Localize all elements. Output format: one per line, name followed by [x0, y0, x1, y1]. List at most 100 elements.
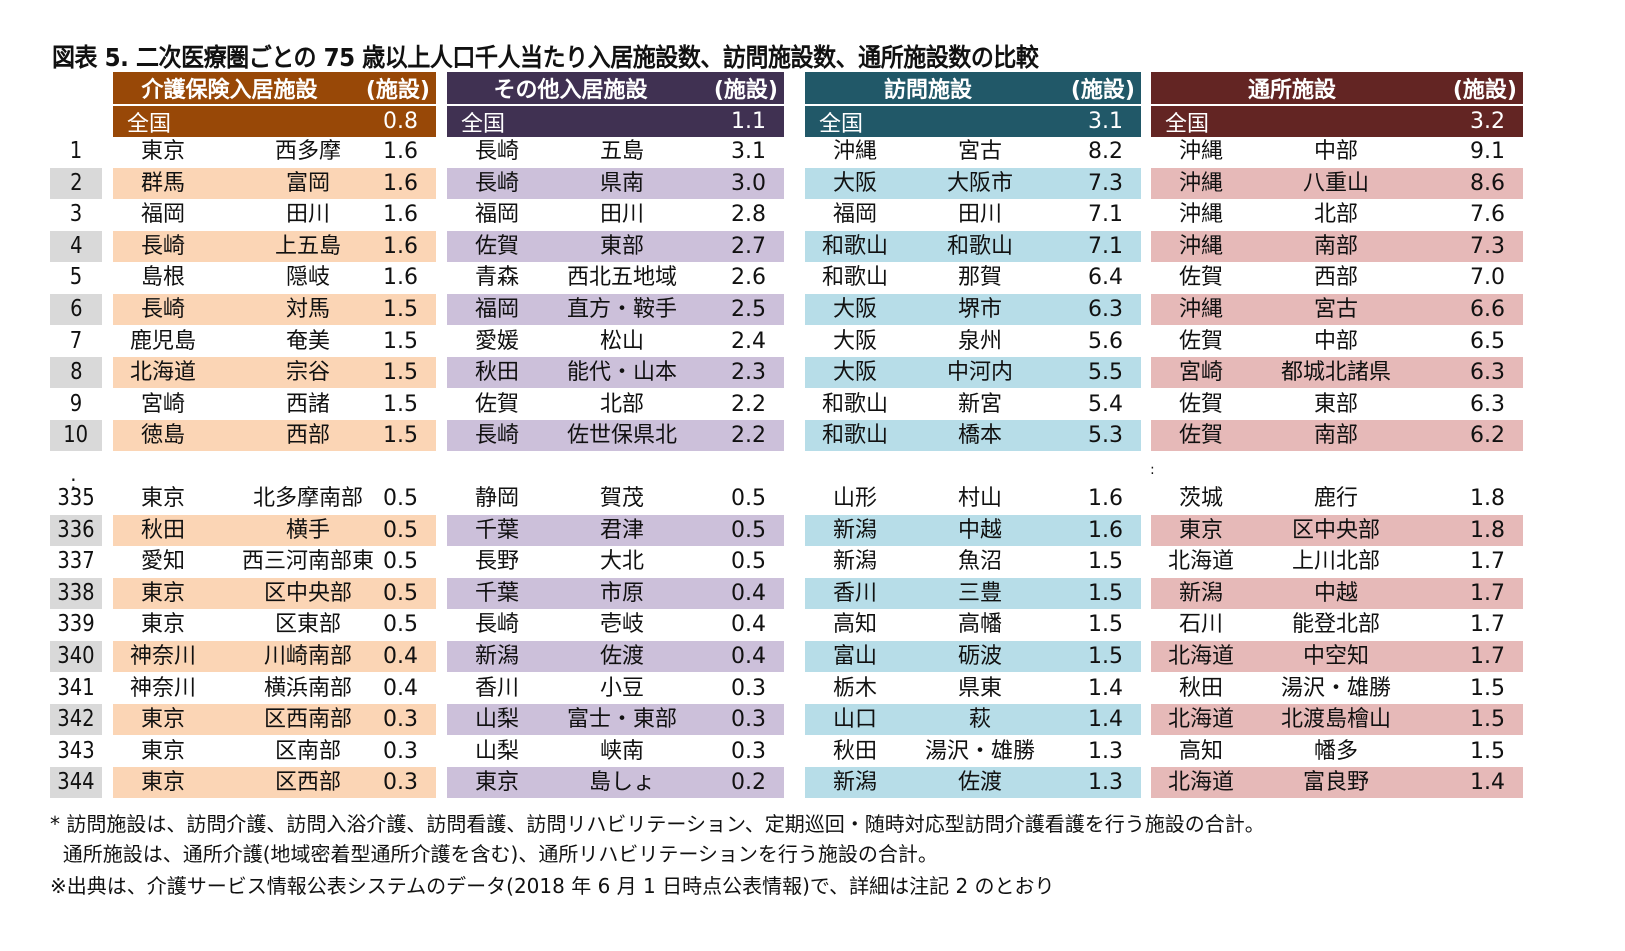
prefecture: 宮崎 [1178, 360, 1223, 386]
rank-number: 337 [54, 546, 98, 577]
table-row: 沖縄 南部 7.3 [1151, 230, 1523, 262]
medical-area: 南部 [1313, 233, 1358, 259]
national-label: 全国 [819, 111, 864, 137]
facility-value: 0.3 [731, 707, 766, 733]
prefecture: 新潟 [832, 770, 877, 796]
table-row: 秋田 横手 0.5 [113, 514, 436, 546]
table-row: 香川 三豊 1.5 [805, 577, 1141, 609]
facility-value: 2.4 [731, 328, 766, 354]
medical-area: 県南 [599, 170, 644, 196]
rank-number: 2 [50, 167, 102, 199]
table-row: 大阪 大阪市 7.3 [805, 167, 1141, 199]
table-row: 宮崎 都城北諸県 6.3 [1151, 357, 1523, 389]
facility-value: 1.6 [383, 233, 418, 259]
facility-value: 2.8 [731, 202, 766, 228]
table-row: 長崎 上五島 1.6 [113, 230, 436, 262]
figure-title: 図表 5. 二次医療圏ごとの 75 歳以上人口千人当たり入居施設数、訪問施設数、… [52, 43, 1039, 72]
medical-area: 大北 [599, 549, 644, 575]
national-value: 3.2 [1470, 109, 1505, 134]
medical-area: 南部 [1313, 423, 1358, 449]
rank-number: 342 [50, 704, 102, 736]
rank-number: 10 [50, 420, 102, 452]
table-row: 福岡 直方・鞍手 2.5 [447, 294, 784, 325]
table-panel: 訪問施設 (施設) 全国 3.1 沖縄 宮古 8.2 大阪 大阪市 7.3 福岡 田川 7.1 和歌山 和歌… [805, 72, 1141, 802]
rank-number: 1 [54, 136, 98, 167]
panel-unit: (施設) [1070, 78, 1135, 103]
rank-label: 1 [69, 138, 83, 164]
prefecture: 長崎 [474, 423, 519, 449]
table-row: 秋田 湯沢・雄勝 1.5 [1151, 673, 1523, 704]
medical-area: 富良野 [1302, 770, 1369, 796]
facility-value: 0.5 [383, 486, 418, 511]
medical-area: 西北五地域 [566, 265, 677, 291]
medical-area: 富士・東部 [566, 707, 677, 733]
medical-area: 西諸 [285, 391, 330, 417]
medical-area: 中部 [1313, 328, 1358, 354]
national-value: 1.1 [731, 109, 766, 134]
table-row: 東京 区中央部 1.8 [1151, 514, 1523, 546]
prefecture: 東京 [140, 738, 185, 764]
table-row: 沖縄 中部 9.1 [1151, 136, 1523, 167]
medical-area: 西部 [285, 423, 330, 449]
medical-area: 峡南 [599, 738, 644, 764]
medical-area: 小豆 [599, 675, 644, 701]
prefecture: 愛知 [140, 549, 185, 575]
facility-value: 1.5 [1470, 675, 1505, 701]
rank-number: 339 [54, 609, 98, 640]
prefecture: 茨城 [1178, 486, 1223, 511]
prefecture: 北海道 [129, 360, 196, 386]
table-row: 静岡 賀茂 0.5 [447, 483, 784, 514]
table-row: 新潟 佐渡 0.4 [447, 641, 784, 672]
facility-value: 1.5 [1470, 738, 1505, 764]
rank-number: 6 [50, 294, 102, 325]
panel-unit: (施設) [713, 78, 778, 103]
prefecture: 長崎 [140, 233, 185, 259]
prefecture: 沖縄 [1178, 202, 1223, 228]
table-row: 新潟 中越 1.6 [805, 514, 1141, 546]
facility-value: 2.3 [731, 360, 766, 386]
facility-value: 7.6 [1470, 202, 1505, 228]
medical-area: 中部 [1313, 139, 1358, 164]
facility-value: 0.3 [731, 738, 766, 764]
prefecture: 新潟 [474, 644, 519, 669]
panel-unit: (施設) [1452, 78, 1517, 103]
facility-value: 9.1 [1470, 139, 1505, 164]
rank-label: 341 [57, 674, 95, 701]
prefecture: 長野 [474, 549, 519, 575]
prefecture: 秋田 [474, 360, 519, 386]
national-value: 0.8 [383, 109, 418, 134]
table-row: 栃木 県東 1.4 [805, 673, 1141, 704]
rank-label: 338 [57, 579, 95, 606]
rank-number: 338 [50, 577, 102, 609]
prefecture: 佐賀 [1178, 328, 1223, 354]
prefecture: 沖縄 [832, 139, 877, 164]
table-row: 東京 北多摩南部 0.5 [113, 483, 436, 514]
rank-label: 340 [57, 643, 95, 669]
prefecture: 新潟 [832, 549, 877, 575]
table-row: 和歌山 和歌山 7.1 [805, 230, 1141, 262]
table-row: 北海道 北渡島檜山 1.5 [1151, 704, 1523, 736]
prefecture: 東京 [140, 770, 185, 796]
table-row: 佐賀 南部 6.2 [1151, 420, 1523, 452]
medical-area: 鹿行 [1313, 486, 1358, 511]
medical-area: 区中央部 [263, 580, 352, 606]
rank-number: 336 [50, 514, 102, 546]
medical-area: 能代・山本 [566, 360, 677, 386]
facility-value: 0.3 [383, 770, 418, 796]
table-row: 山口 萩 1.4 [805, 704, 1141, 736]
medical-area: 北多摩南部 [252, 486, 363, 511]
prefecture: 東京 [140, 139, 185, 164]
prefecture: 福岡 [140, 202, 185, 228]
medical-area: 賀茂 [599, 486, 644, 511]
table-panel: 通所施設 (施設) 全国 3.2 沖縄 中部 9.1 沖縄 八重山 8.6 沖縄 北部 7.6 沖縄 南部 7… [1151, 72, 1523, 802]
prefecture: 香川 [832, 580, 877, 606]
facility-value: 1.7 [1470, 644, 1505, 669]
facility-value: 0.5 [731, 549, 766, 575]
table-row: 愛媛 松山 2.4 [447, 326, 784, 357]
medical-area: 区西南部 [263, 707, 352, 733]
table-row: 北海道 上川北部 1.7 [1151, 546, 1523, 577]
prefecture: 北海道 [1167, 707, 1234, 733]
prefecture: 香川 [474, 675, 519, 701]
facility-value: 6.2 [1470, 423, 1505, 449]
table-row: 北海道 富良野 1.4 [1151, 767, 1523, 799]
